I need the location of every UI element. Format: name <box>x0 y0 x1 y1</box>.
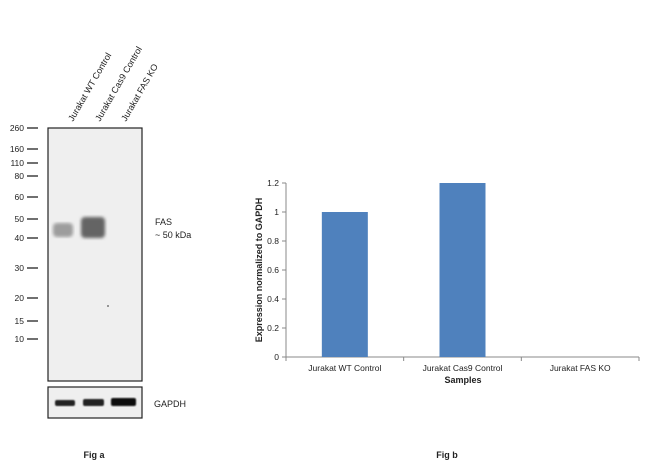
marker-label: 15 <box>15 316 25 326</box>
gapdh-band-lane1 <box>55 400 75 406</box>
marker-label: 110 <box>10 158 24 168</box>
marker-ladder: 260 160 110 80 60 50 40 30 20 15 10 <box>10 123 38 344</box>
target-label: FAS <box>155 217 172 227</box>
marker-label: 10 <box>15 334 25 344</box>
y-tick-label: 0.4 <box>267 294 279 304</box>
loading-control-label: GAPDH <box>154 399 186 409</box>
marker-label: 50 <box>15 214 25 224</box>
western-blot: Jurakat WT Control Jurakat Cas9 Control … <box>10 45 191 460</box>
x-tick-label: Jurakat Cas9 Control <box>423 363 503 373</box>
x-tick-label: Jurakat FAS KO <box>550 363 611 373</box>
gapdh-band-lane2 <box>83 399 104 406</box>
marker-label: 260 <box>10 123 24 133</box>
blot-membrane <box>47 127 143 382</box>
fig-b-label: Fig b <box>436 450 458 460</box>
y-tick-label: 1 <box>274 207 279 217</box>
blot-speck <box>107 305 109 307</box>
y-tick-label: 0.8 <box>267 236 279 246</box>
fas-band-lane1 <box>53 223 73 237</box>
bar <box>321 212 368 357</box>
fas-band-lane2 <box>81 217 105 238</box>
fig-a-label: Fig a <box>83 450 105 460</box>
gapdh-band-lane3 <box>111 398 136 406</box>
marker-label: 80 <box>15 171 25 181</box>
target-size: ~ 50 kDa <box>155 230 191 240</box>
y-tick-label: 0 <box>274 352 279 362</box>
bar-chart: 0 0.2 0.4 0.6 0.8 1 1.2 Jurakat WT Control Jura… <box>254 178 640 460</box>
y-tick-label: 0.2 <box>267 323 279 333</box>
marker-label: 40 <box>15 233 25 243</box>
y-tick-label: 1.2 <box>267 178 279 188</box>
y-tick-label: 0.6 <box>267 265 279 275</box>
marker-label: 20 <box>15 293 25 303</box>
marker-label: 160 <box>10 144 24 154</box>
y-axis-label: Expression normalized to GAPDH <box>254 198 264 343</box>
marker-label: 60 <box>15 192 25 202</box>
bar <box>439 183 486 357</box>
x-tick-label: Jurakat WT Control <box>308 363 381 373</box>
marker-label: 30 <box>15 263 25 273</box>
x-axis-label: Samples <box>444 375 481 385</box>
